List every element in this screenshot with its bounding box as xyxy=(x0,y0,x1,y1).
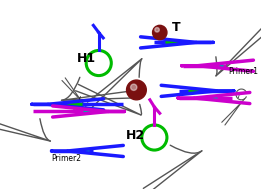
Text: Primer1: Primer1 xyxy=(228,67,258,76)
Text: H2: H2 xyxy=(126,129,145,142)
Text: I: I xyxy=(238,94,240,99)
Circle shape xyxy=(155,28,159,32)
Text: I: I xyxy=(79,96,81,101)
Text: T: T xyxy=(171,21,180,34)
Circle shape xyxy=(127,80,146,100)
Text: H1: H1 xyxy=(77,52,96,65)
Text: Primer2: Primer2 xyxy=(51,154,81,163)
Circle shape xyxy=(153,25,167,40)
Circle shape xyxy=(130,84,137,90)
